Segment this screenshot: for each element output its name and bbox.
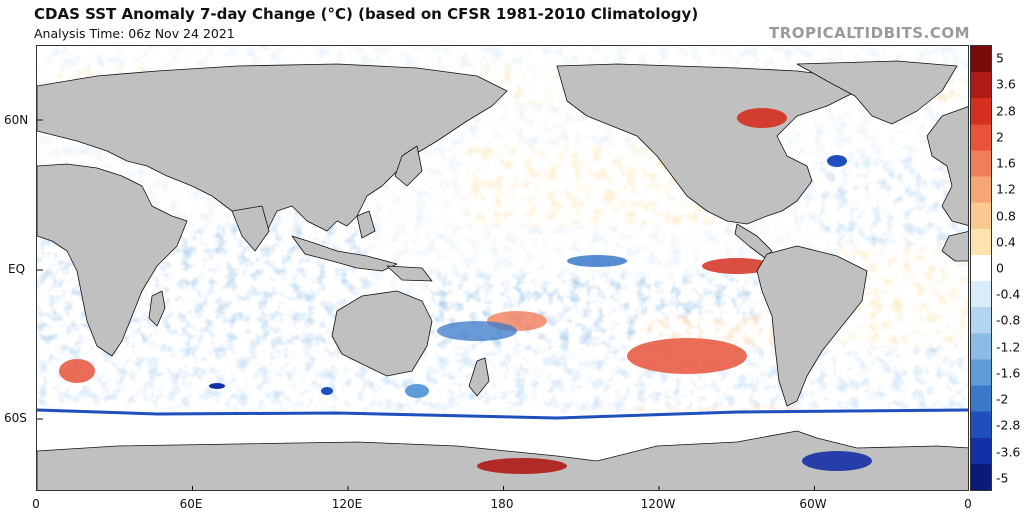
lon-label-120e: 120E [331, 497, 363, 511]
ice-edge-anomaly [37, 408, 968, 420]
colorbar-tick-label: -0.4 [996, 286, 1021, 302]
japan [394, 145, 423, 187]
credit-watermark: TROPICALTIDBITS.COM [769, 24, 970, 42]
philippines [356, 210, 376, 239]
africa [37, 163, 188, 357]
colorbar-tick-label: -0.8 [996, 312, 1021, 328]
colorbar-tick-label: 0.4 [996, 234, 1016, 250]
europe-africa-east-edge [926, 106, 968, 226]
north-america [556, 63, 858, 225]
colorbar-tick-label: -1.2 [996, 339, 1021, 355]
greenland [796, 60, 958, 125]
colorbar [970, 45, 992, 491]
analysis-time: Analysis Time: 06z Nov 24 2021 [34, 26, 235, 41]
new-zealand [468, 357, 490, 397]
ross-sea-anomaly [477, 458, 567, 474]
eurasia [37, 63, 508, 242]
madagascar [148, 290, 166, 327]
colorbar-tick-label: -1.6 [996, 365, 1021, 381]
new-guinea [386, 265, 433, 282]
chart-title: CDAS SST Anomaly 7-day Change (°C) (base… [34, 5, 699, 23]
colorbar-tick-label: -2.8 [996, 417, 1021, 433]
lon-label-60e: 60E [179, 497, 203, 511]
colorbar-tick-label: -5 [996, 470, 1009, 486]
colorbar-tick-label: 2 [996, 129, 1004, 145]
colorbar-tick-label: -3.6 [996, 444, 1021, 460]
colorbar-tick-label: -2 [996, 391, 1009, 407]
colorbar-tick-label: 0.8 [996, 208, 1016, 224]
lat-label-60s: 60S [4, 411, 27, 425]
hudson-bay-anomaly [737, 108, 787, 128]
anomaly-blobs [59, 155, 847, 398]
lon-label-0-west: 0 [32, 497, 40, 511]
colorbar-tick-label: 5 [996, 50, 1004, 66]
land-masses [37, 60, 968, 490]
lon-label-120w: 120W [640, 497, 676, 511]
colorbar-tick-label: 1.6 [996, 155, 1016, 171]
axis-ticks [37, 119, 815, 490]
lat-label-eq: EQ [8, 262, 26, 276]
lon-label-60w: 60W [799, 497, 827, 511]
colorbar-tick-label: 0 [996, 260, 1004, 276]
australia [331, 290, 433, 377]
sst-anomaly-map [36, 45, 969, 491]
colorbar-tick-label: 1.2 [996, 181, 1016, 197]
lat-label-60n: 60N [4, 113, 29, 127]
lon-label-180: 180 [490, 497, 514, 511]
weddell-sea-anomaly [802, 451, 872, 471]
west-africa-east-edge [941, 231, 968, 262]
colorbar-tick-label: 2.8 [996, 103, 1016, 119]
indian-subcontinent [231, 205, 270, 252]
lon-label-0-east: 0 [964, 497, 972, 511]
colorbar-tick-label: 3.6 [996, 76, 1016, 92]
south-america [756, 245, 868, 407]
